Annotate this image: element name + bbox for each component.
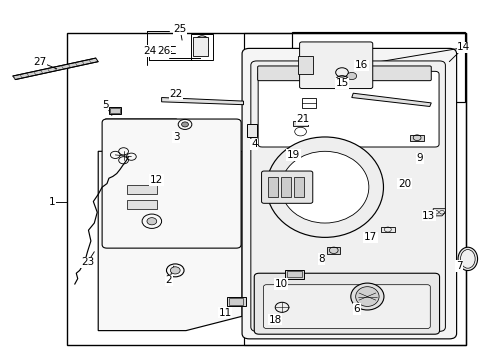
Text: 9: 9 — [416, 153, 423, 163]
Ellipse shape — [457, 247, 477, 271]
Bar — [302, 98, 315, 108]
Circle shape — [147, 218, 157, 225]
Bar — [380, 226, 394, 232]
Text: 18: 18 — [268, 315, 281, 325]
Text: 11: 11 — [218, 308, 231, 318]
Text: 8: 8 — [318, 254, 324, 264]
Bar — [293, 121, 307, 126]
Text: 23: 23 — [81, 257, 94, 267]
FancyBboxPatch shape — [299, 42, 372, 89]
Bar — [227, 297, 245, 306]
Polygon shape — [161, 98, 243, 105]
Text: 4: 4 — [250, 139, 257, 149]
Bar — [286, 271, 301, 277]
Text: 27: 27 — [33, 57, 46, 67]
FancyBboxPatch shape — [254, 273, 439, 334]
Polygon shape — [98, 151, 242, 330]
Text: 19: 19 — [286, 150, 299, 160]
Text: 25: 25 — [173, 24, 186, 35]
FancyBboxPatch shape — [261, 171, 312, 203]
Text: 7: 7 — [455, 261, 462, 271]
Text: 1: 1 — [48, 197, 55, 207]
Text: 14: 14 — [456, 42, 469, 52]
Text: 10: 10 — [274, 279, 287, 289]
Text: 26: 26 — [157, 46, 170, 56]
Bar — [66, 33, 466, 345]
Ellipse shape — [281, 151, 368, 223]
Bar — [190, 34, 212, 60]
Circle shape — [170, 267, 180, 274]
FancyBboxPatch shape — [257, 66, 430, 81]
Circle shape — [181, 122, 188, 127]
Text: 17: 17 — [363, 232, 376, 242]
Polygon shape — [105, 119, 239, 151]
Bar — [294, 177, 304, 197]
Bar — [267, 177, 277, 197]
Text: 16: 16 — [354, 60, 367, 70]
FancyBboxPatch shape — [263, 285, 429, 328]
FancyBboxPatch shape — [258, 71, 438, 147]
Ellipse shape — [460, 249, 474, 268]
Ellipse shape — [266, 137, 383, 237]
Bar — [127, 185, 157, 194]
Circle shape — [346, 72, 356, 80]
Text: 3: 3 — [173, 132, 179, 142]
FancyBboxPatch shape — [102, 119, 241, 248]
Text: 13: 13 — [421, 211, 434, 221]
Bar — [127, 200, 157, 209]
Bar — [327, 247, 339, 253]
Text: 22: 22 — [169, 89, 183, 99]
Text: 12: 12 — [150, 175, 163, 185]
Polygon shape — [13, 58, 98, 80]
FancyBboxPatch shape — [250, 61, 445, 331]
Text: 6: 6 — [353, 304, 359, 314]
Text: 5: 5 — [102, 100, 109, 110]
Bar — [110, 108, 120, 113]
FancyBboxPatch shape — [242, 48, 456, 339]
Text: 24: 24 — [142, 46, 156, 56]
Bar — [285, 270, 304, 279]
Text: 20: 20 — [397, 179, 410, 189]
Polygon shape — [432, 209, 445, 216]
Bar — [193, 37, 207, 56]
Bar — [244, 33, 466, 345]
Text: 2: 2 — [165, 275, 172, 285]
Ellipse shape — [355, 287, 378, 306]
Polygon shape — [351, 93, 430, 107]
Bar — [246, 125, 256, 137]
Bar — [228, 298, 242, 305]
Ellipse shape — [350, 283, 383, 310]
Bar — [409, 135, 423, 140]
Bar — [292, 32, 465, 102]
Bar — [109, 107, 121, 114]
Text: 21: 21 — [296, 114, 309, 124]
Bar — [281, 177, 290, 197]
Bar — [298, 56, 312, 74]
Text: 15: 15 — [335, 78, 348, 88]
